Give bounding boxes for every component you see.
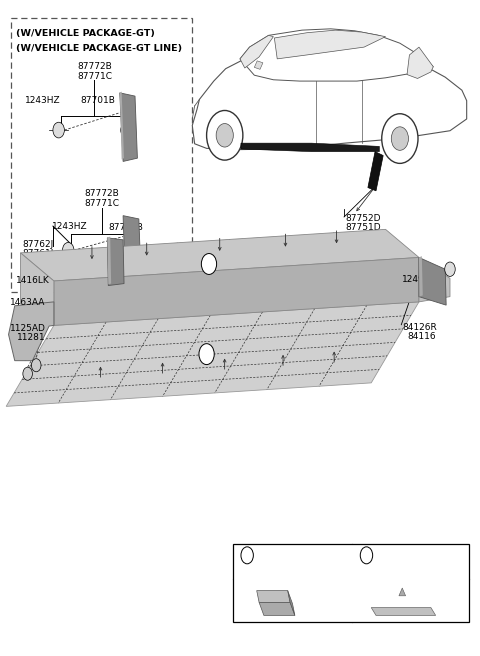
- Bar: [233, 544, 469, 622]
- Text: b: b: [204, 349, 210, 359]
- Text: 1125AD: 1125AD: [10, 324, 46, 333]
- Polygon shape: [288, 590, 295, 615]
- Polygon shape: [240, 35, 274, 68]
- Text: 1249BD: 1249BD: [402, 274, 438, 283]
- Text: 1463AA: 1463AA: [10, 298, 45, 307]
- Polygon shape: [419, 257, 450, 302]
- Text: 1243HZ: 1243HZ: [51, 222, 87, 232]
- Polygon shape: [9, 302, 54, 361]
- Text: 87701B: 87701B: [109, 223, 144, 232]
- Text: 1243HZ: 1243HZ: [25, 96, 61, 104]
- Polygon shape: [241, 143, 379, 152]
- Text: (W/VEHICLE PACKAGE-GT LINE): (W/VEHICLE PACKAGE-GT LINE): [16, 44, 182, 53]
- Polygon shape: [275, 30, 385, 59]
- Polygon shape: [368, 152, 383, 191]
- Text: 87786: 87786: [276, 551, 304, 560]
- Polygon shape: [419, 257, 446, 305]
- Text: 87761J: 87761J: [22, 249, 53, 258]
- Polygon shape: [6, 302, 419, 406]
- Text: 87701B: 87701B: [80, 96, 115, 105]
- Text: a: a: [245, 551, 250, 560]
- Polygon shape: [419, 256, 423, 297]
- Text: (W/VEHICLE PACKAGE-GT): (W/VEHICLE PACKAGE-GT): [16, 30, 155, 39]
- Text: a: a: [206, 259, 212, 269]
- Text: 11281: 11281: [17, 333, 46, 342]
- Polygon shape: [257, 590, 290, 602]
- Circle shape: [32, 359, 41, 372]
- Circle shape: [23, 367, 33, 380]
- Text: 84116: 84116: [407, 332, 436, 341]
- Text: 87771C: 87771C: [77, 72, 112, 81]
- Polygon shape: [407, 47, 433, 79]
- Polygon shape: [123, 216, 141, 284]
- Polygon shape: [371, 607, 436, 615]
- Polygon shape: [108, 238, 124, 285]
- Text: b: b: [364, 551, 369, 560]
- Circle shape: [241, 547, 253, 564]
- Circle shape: [206, 110, 243, 160]
- Text: 87772B: 87772B: [84, 189, 119, 198]
- Polygon shape: [21, 253, 54, 325]
- Bar: [11, 18, 192, 292]
- Text: 87771C: 87771C: [84, 199, 119, 209]
- Polygon shape: [399, 588, 406, 596]
- Polygon shape: [259, 602, 295, 615]
- Circle shape: [445, 262, 455, 276]
- Circle shape: [382, 113, 418, 163]
- Text: 87751D: 87751D: [345, 223, 381, 232]
- Polygon shape: [192, 50, 467, 150]
- Circle shape: [201, 253, 216, 274]
- Text: 84126R: 84126R: [402, 323, 437, 333]
- Text: 87750: 87750: [395, 551, 424, 560]
- Polygon shape: [21, 230, 419, 281]
- Circle shape: [216, 123, 233, 147]
- Polygon shape: [54, 257, 419, 325]
- Circle shape: [360, 547, 372, 564]
- Polygon shape: [240, 29, 433, 81]
- Circle shape: [125, 244, 135, 256]
- Text: 87772B: 87772B: [77, 62, 112, 72]
- Circle shape: [120, 123, 130, 136]
- Circle shape: [62, 243, 74, 258]
- Polygon shape: [120, 92, 124, 159]
- Circle shape: [391, 127, 408, 150]
- Polygon shape: [108, 237, 111, 284]
- Text: 1416LK: 1416LK: [16, 276, 49, 285]
- Circle shape: [199, 344, 214, 365]
- Circle shape: [53, 122, 64, 138]
- Polygon shape: [254, 61, 263, 70]
- Polygon shape: [120, 93, 137, 161]
- Text: 87752D: 87752D: [345, 214, 381, 223]
- Text: 87762J: 87762J: [22, 240, 53, 249]
